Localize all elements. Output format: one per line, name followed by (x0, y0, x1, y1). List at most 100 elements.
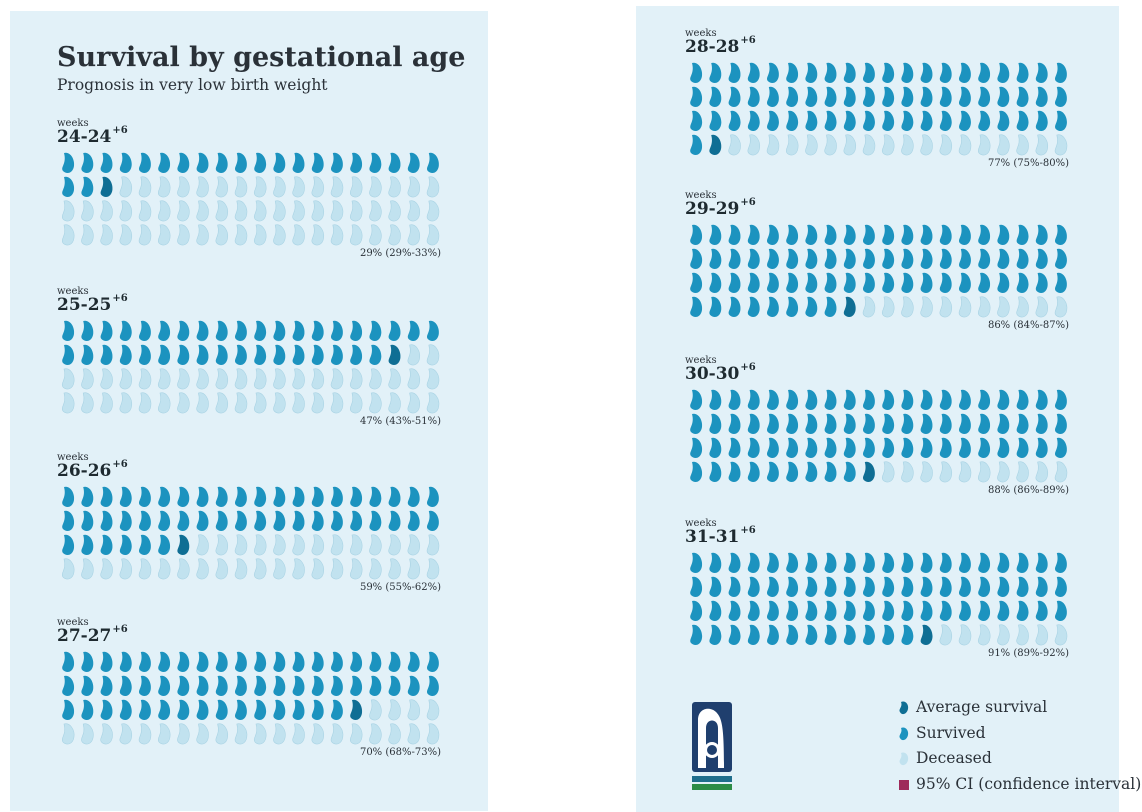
deceased-icon (254, 176, 267, 198)
survived-icon (805, 389, 818, 411)
survived-icon (709, 224, 722, 246)
average-survival-icon (843, 296, 856, 318)
survived-icon (843, 110, 856, 132)
deceased-icon (311, 368, 325, 390)
survived-icon (728, 272, 741, 294)
survived-icon (331, 651, 343, 673)
survival-stat-label: 70% (68%-73%) (359, 747, 441, 758)
deceased-icon (1054, 624, 1068, 646)
survived-icon (81, 510, 94, 532)
deceased-icon (273, 200, 286, 222)
survived-icon (728, 552, 741, 574)
survival-stat-label: 91% (89%-92%) (987, 648, 1069, 659)
deceased-icon (138, 558, 152, 580)
survived-icon (786, 389, 799, 411)
survived-icon (805, 248, 818, 270)
survived-icon (997, 86, 1010, 108)
survived-icon (273, 510, 286, 532)
icon-grid (690, 389, 1068, 483)
deceased-icon (350, 723, 363, 745)
survived-icon (215, 675, 228, 697)
survived-icon (1055, 62, 1067, 84)
survived-icon (1016, 272, 1029, 294)
legend-label-survived: Survived (916, 724, 986, 742)
survived-icon (369, 675, 382, 697)
survived-icon (254, 651, 267, 673)
deceased-icon (862, 134, 876, 156)
deceased-icon (997, 134, 1010, 156)
survived-icon (824, 437, 837, 459)
deceased-icon (901, 134, 914, 156)
survived-icon (901, 552, 914, 574)
survived-icon (747, 413, 760, 435)
survived-icon (196, 320, 209, 342)
survived-icon (767, 576, 779, 598)
survived-icon (350, 651, 363, 673)
deceased-icon (1016, 296, 1029, 318)
survived-icon (882, 600, 895, 622)
survived-icon (901, 224, 914, 246)
deceased-icon (1035, 461, 1049, 483)
deceased-icon (138, 200, 152, 222)
survived-icon (747, 296, 760, 318)
deceased-icon (330, 558, 344, 580)
age-range-text: 26-26 (57, 461, 112, 481)
legend-label-ci: 95% CI (confidence interval) (916, 775, 1142, 793)
survived-icon (235, 320, 247, 342)
deceased-icon (330, 200, 344, 222)
survived-icon (843, 576, 856, 598)
survived-icon (690, 461, 703, 483)
survived-icon (805, 296, 818, 318)
deceased-icon (311, 534, 325, 556)
survived-icon (158, 152, 171, 174)
deceased-icon (369, 699, 382, 721)
survived-icon (747, 552, 760, 574)
survived-icon (119, 152, 132, 174)
survived-icon (254, 510, 267, 532)
deceased-icon (330, 534, 344, 556)
survived-icon (747, 576, 760, 598)
survived-icon (978, 389, 991, 411)
survived-icon (1055, 110, 1067, 132)
survived-icon (824, 576, 837, 598)
deceased-icon (62, 392, 75, 414)
survived-icon (805, 62, 818, 84)
survived-icon (978, 62, 991, 84)
deceased-icon (369, 200, 382, 222)
deceased-icon (215, 558, 229, 580)
survived-icon (843, 248, 856, 270)
chart-title: Survival by gestational age (57, 42, 466, 73)
survived-icon (1035, 552, 1048, 574)
deceased-icon (407, 723, 421, 745)
deceased-icon (119, 723, 133, 745)
survived-icon (882, 413, 895, 435)
survived-icon (959, 389, 971, 411)
survived-icon (709, 110, 722, 132)
survived-icon (824, 389, 837, 411)
survived-icon (901, 110, 914, 132)
survived-icon (863, 389, 875, 411)
survived-icon (388, 152, 401, 174)
survived-icon (177, 651, 190, 673)
survived-icon (863, 248, 875, 270)
survived-icon (292, 344, 305, 366)
deceased-icon (158, 723, 171, 745)
deceased-icon (81, 368, 94, 390)
survived-icon (350, 675, 363, 697)
survived-icon (81, 486, 94, 508)
survived-icon (939, 224, 952, 246)
survived-icon (709, 624, 722, 646)
survived-icon (786, 86, 799, 108)
survived-icon (407, 152, 420, 174)
weeks-caption: weeks (685, 28, 717, 39)
survived-icon (728, 86, 741, 108)
survived-icon (215, 651, 228, 673)
survived-icon (1035, 110, 1048, 132)
deceased-icon (292, 368, 305, 390)
survived-icon (273, 675, 286, 697)
survived-icon (920, 413, 933, 435)
survived-icon (728, 624, 741, 646)
deceased-icon (388, 200, 401, 222)
survived-icon (1055, 389, 1067, 411)
deceased-icon (426, 558, 440, 580)
